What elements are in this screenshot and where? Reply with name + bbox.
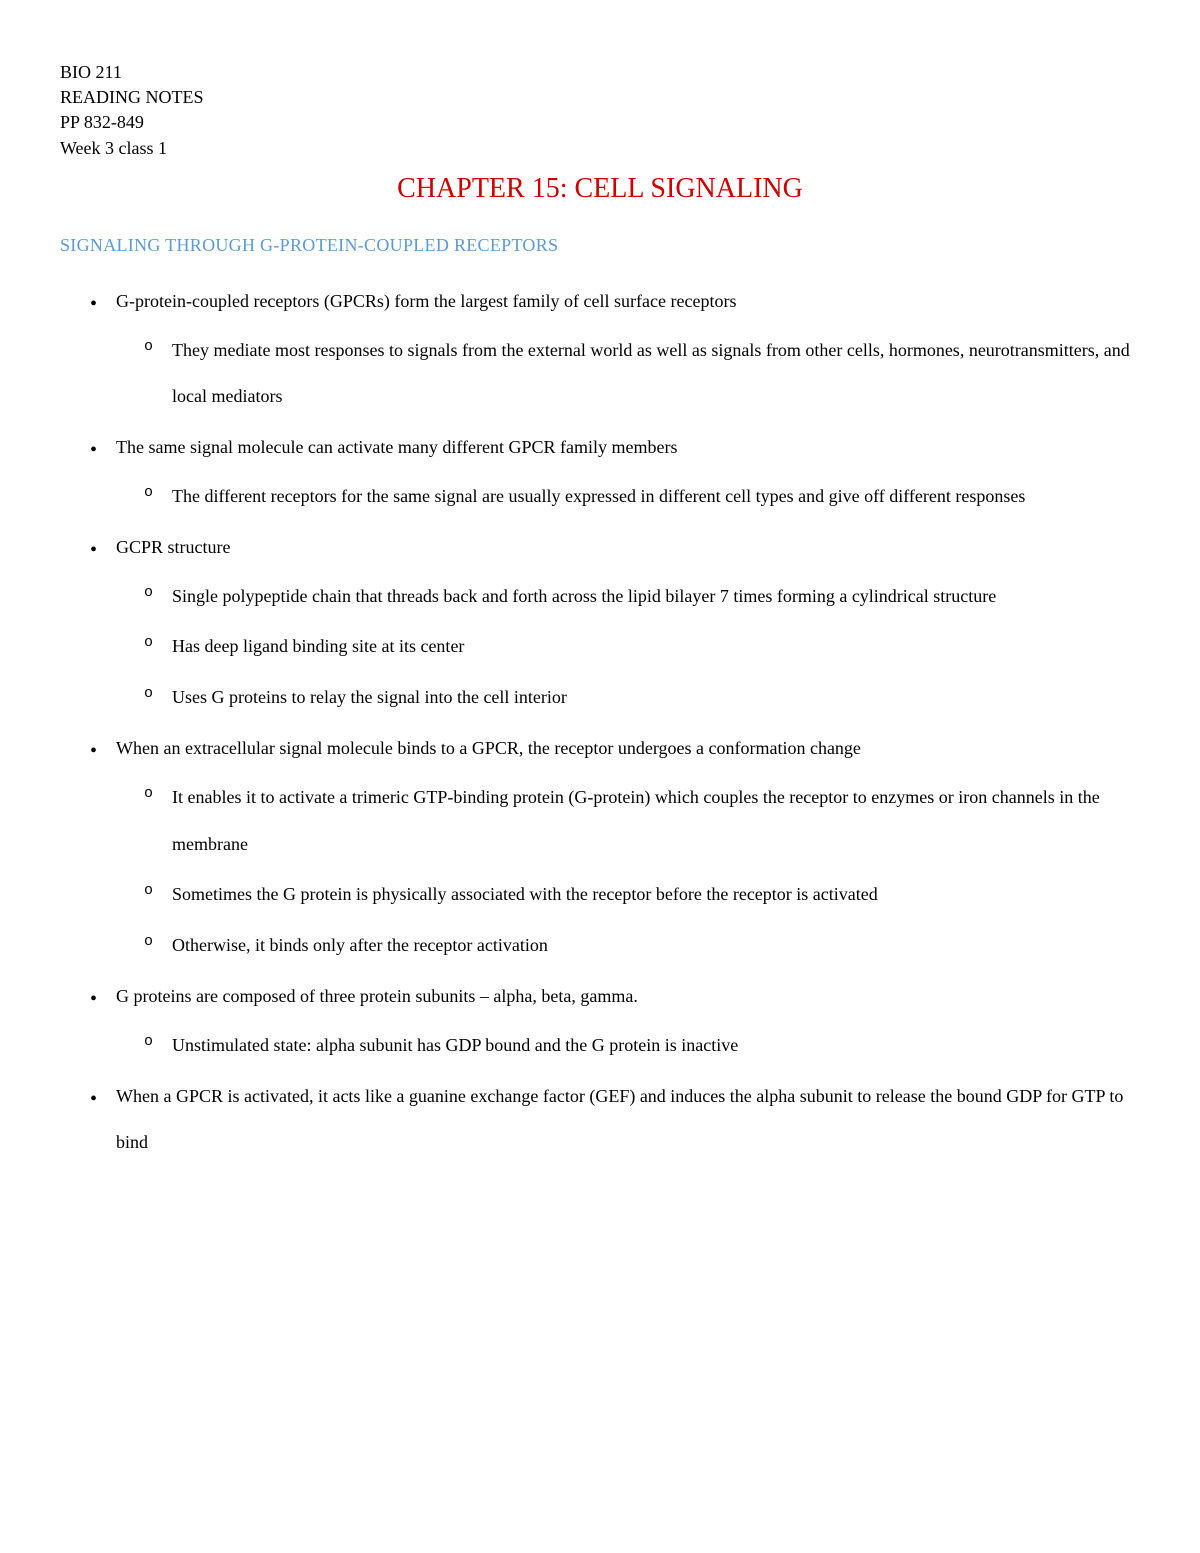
chapter-title: CHAPTER 15: CELL SIGNALING (60, 173, 1140, 205)
sub-list: It enables it to activate a trimeric GTP… (116, 774, 1140, 969)
sub-bullet-text: Unstimulated state: alpha subunit has GD… (172, 1035, 738, 1055)
sub-bullet-text: Single polypeptide chain that threads ba… (172, 586, 996, 606)
doc-type: READING NOTES (60, 85, 1140, 110)
sub-list-item: Sometimes the G protein is physically as… (172, 871, 1140, 918)
list-item: G proteins are composed of three protein… (116, 973, 1140, 1069)
sub-bullet-text: They mediate most responses to signals f… (172, 340, 1130, 407)
list-item: The same signal molecule can activate ma… (116, 424, 1140, 520)
sub-list-item: Unstimulated state: alpha subunit has GD… (172, 1022, 1140, 1069)
bullet-text: When an extracellular signal molecule bi… (116, 738, 861, 758)
sub-bullet-text: The different receptors for the same sig… (172, 486, 1025, 506)
document-header: BIO 211 READING NOTES PP 832-849 Week 3 … (60, 60, 1140, 161)
notes-list: G-protein-coupled receptors (GPCRs) form… (60, 278, 1140, 1166)
sub-list: They mediate most responses to signals f… (116, 327, 1140, 421)
sub-bullet-text: It enables it to activate a trimeric GTP… (172, 787, 1100, 854)
course-code: BIO 211 (60, 60, 1140, 85)
sub-list: Unstimulated state: alpha subunit has GD… (116, 1022, 1140, 1069)
sub-bullet-text: Otherwise, it binds only after the recep… (172, 935, 548, 955)
section-heading: SIGNALING THROUGH G-PROTEIN-COUPLED RECE… (60, 235, 1140, 256)
sub-list: The different receptors for the same sig… (116, 473, 1140, 520)
list-item: G-protein-coupled receptors (GPCRs) form… (116, 278, 1140, 420)
list-item: When an extracellular signal molecule bi… (116, 725, 1140, 969)
sub-bullet-text: Sometimes the G protein is physically as… (172, 884, 878, 904)
sub-list-item: Single polypeptide chain that threads ba… (172, 573, 1140, 620)
bullet-text: The same signal molecule can activate ma… (116, 437, 678, 457)
sub-bullet-text: Has deep ligand binding site at its cent… (172, 636, 464, 656)
sub-list-item: Has deep ligand binding site at its cent… (172, 623, 1140, 670)
bullet-text: When a GPCR is activated, it acts like a… (116, 1086, 1123, 1153)
page-range: PP 832-849 (60, 110, 1140, 135)
sub-list-item: Uses G proteins to relay the signal into… (172, 674, 1140, 721)
sub-bullet-text: Uses G proteins to relay the signal into… (172, 687, 567, 707)
bullet-text: GCPR structure (116, 537, 231, 557)
list-item: GCPR structure Single polypeptide chain t… (116, 524, 1140, 721)
list-item: When a GPCR is activated, it acts like a… (116, 1073, 1140, 1167)
week-label: Week 3 class 1 (60, 136, 1140, 161)
sub-list-item: Otherwise, it binds only after the recep… (172, 922, 1140, 969)
sub-list-item: It enables it to activate a trimeric GTP… (172, 774, 1140, 868)
bullet-text: G proteins are composed of three protein… (116, 986, 638, 1006)
sub-list-item: The different receptors for the same sig… (172, 473, 1140, 520)
bullet-text: G-protein-coupled receptors (GPCRs) form… (116, 291, 736, 311)
sub-list-item: They mediate most responses to signals f… (172, 327, 1140, 421)
sub-list: Single polypeptide chain that threads ba… (116, 573, 1140, 721)
